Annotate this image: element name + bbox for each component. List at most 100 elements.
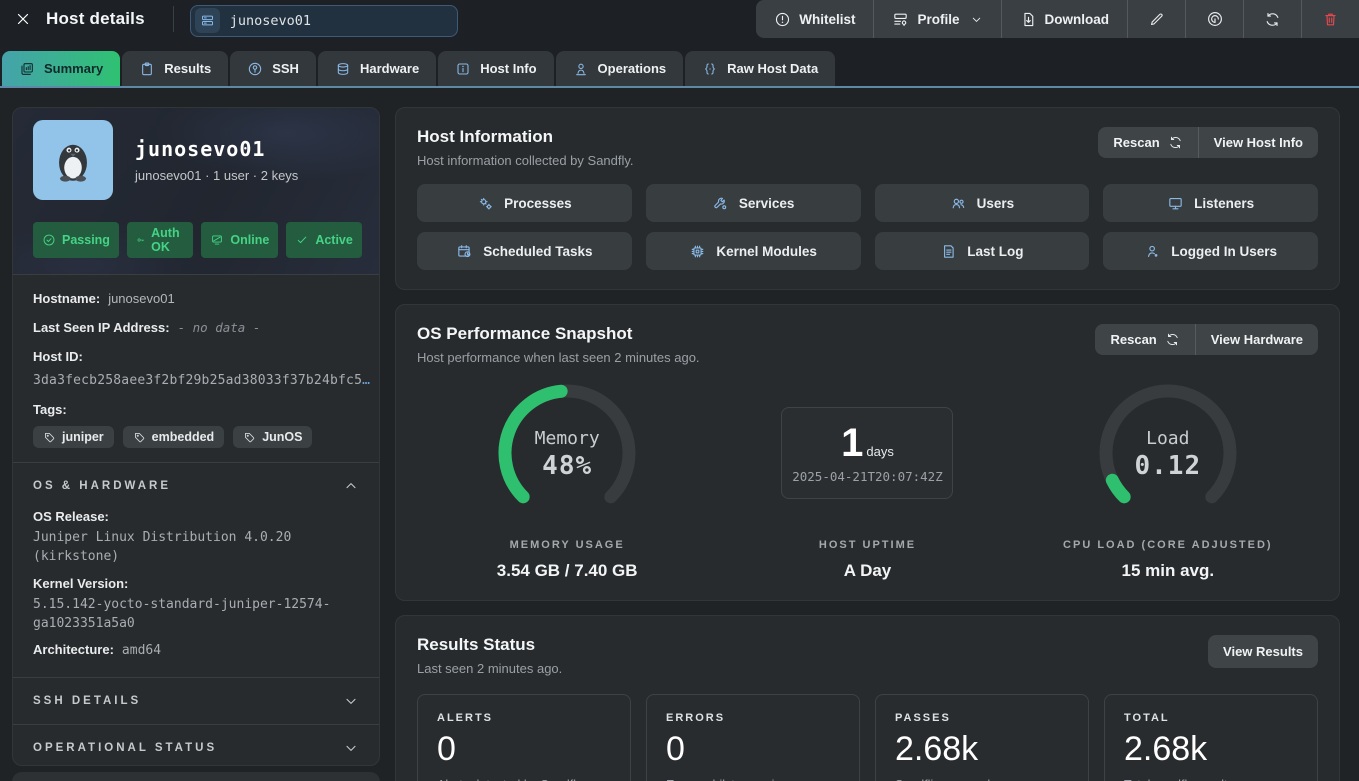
os-hardware-body: OS Release: Juniper Linux Distribution 4… [13,509,379,677]
host-card: junosevo01 junosevo01 · 1 user · 2 keys … [13,108,379,274]
memory-column: Memory 48% MEMORY USAGE 3.54 GB / 7.40 G… [417,369,717,581]
hostname-value: junosevo01 [108,291,175,306]
processes-button[interactable]: Processes [417,184,632,222]
button-label: Scheduled Tasks [483,243,593,259]
listeners-button[interactable]: Listeners [1103,184,1318,222]
section-ssh-details[interactable]: SSH DETAILS [13,678,379,724]
host-id-label: Host ID: [33,349,83,364]
stat-card-passes: PASSES 2.68k Sandflies passed. [875,694,1089,781]
tab-hardware[interactable]: Hardware [317,51,437,86]
badge-auth-ok: Auth OK [126,222,194,258]
refresh-icon [1169,136,1181,149]
os-release-label: OS Release: [33,509,109,524]
tag-label: juniper [62,430,104,444]
badge-label: Passing [62,233,110,247]
load-gauge-value: 0.12 [1134,450,1202,481]
section-os-hardware[interactable]: OS & HARDWARE [13,463,379,509]
topbar: Host details junosevo01 Whitelist Profil… [0,0,1359,38]
tab-operations[interactable]: Operations [555,51,684,86]
refresh-button[interactable] [1243,0,1301,38]
tab-results[interactable]: Results [122,51,229,86]
tag-junos[interactable]: JunOS [233,426,313,448]
edit-button[interactable] [1127,0,1185,38]
rescan-button[interactable]: Rescan [1098,127,1197,158]
screen-icon [212,235,223,245]
users-button[interactable]: Users [874,184,1090,222]
tag-embedded[interactable]: embedded [122,426,225,448]
uptime-timestamp: 2025-04-21T20:07:42Z [792,468,943,484]
raw-data-icon [702,61,718,77]
refresh-icon [1266,12,1279,26]
tag-label: JunOS [262,430,303,444]
tag-juniper[interactable]: juniper [33,426,114,448]
fingerprint-button[interactable] [1185,0,1243,38]
arch-label: Architecture: [33,642,114,658]
divider [13,274,379,275]
refresh-icon [1167,333,1178,346]
stat-card-total: TOTAL 2.68k Total sandfly results. [1104,694,1318,781]
results-status-subtitle: Last seen 2 minutes ago. [417,661,563,676]
view-hardware-button[interactable]: View Hardware [1194,324,1318,355]
section-title: OPERATIONAL STATUS [33,742,218,755]
tab-raw-host-data[interactable]: Raw Host Data [685,51,836,86]
last-log-button[interactable]: Last Log [874,232,1090,270]
divider [13,462,379,463]
button-label: Last Log [967,243,1024,259]
stat-label: TOTAL [1124,712,1170,724]
uptime-column: 1 days 2025-04-21T20:07:42Z HOST UPTIME … [717,369,1017,581]
rescan-button[interactable]: Rescan [1095,324,1194,355]
button-label: Processes [504,195,572,211]
tab-host-info[interactable]: Host Info [438,51,554,86]
tab-label: SSH [272,61,299,76]
chevron-up-icon [346,483,356,489]
services-icon [714,197,727,209]
services-button[interactable]: Services [645,184,861,222]
scheduled-tasks-button[interactable]: Scheduled Tasks [417,232,632,270]
badge-passing: Passing [33,222,119,258]
results-icon [139,61,155,77]
memory-detail: 3.54 GB / 7.40 GB [496,561,638,580]
host-information-actions: Rescan View Host Info [1098,127,1318,158]
status-badges: Passing Auth OK Online Active [33,222,362,258]
tag-label: embedded [151,430,215,444]
whitelist-button[interactable]: Whitelist [756,0,873,38]
kernel-modules-button[interactable]: Kernel Modules [645,232,861,270]
stat-desc: Total sandfly results. [1124,778,1298,781]
stat-desc: Errors whilst scanning. [666,778,840,781]
ip-value: - no data - [177,320,261,335]
delete-button[interactable] [1301,0,1359,38]
uptime-detail: A Day [843,561,892,580]
summary-icon [19,61,35,77]
tab-label: Raw Host Data [727,61,819,76]
check-icon [298,236,307,244]
host-meta: junosevo01 · 1 user · 2 keys [135,168,299,183]
view-host-info-button[interactable]: View Host Info [1197,127,1318,158]
tab-label: Results [164,61,212,76]
host-info-icon [455,61,471,77]
view-results-button[interactable]: View Results [1208,635,1318,668]
stats-grid: ALERTS 0 Alerts detected by Sandfly. ERR… [417,694,1318,781]
tabbar-underline [0,86,1359,88]
host-selector[interactable]: junosevo01 [189,4,458,37]
view-results-label: View Results [1223,644,1303,659]
profile-button[interactable]: Profile [873,0,1000,38]
kernel-modules-icon [691,245,704,257]
badge-online: Online [201,222,279,258]
tag-icon [134,432,144,442]
host-details: Hostname: junosevo01 Last Seen IP Addres… [13,275,379,462]
button-label: Listeners [1194,195,1255,211]
topbar-divider [172,6,174,32]
button-label: Users [976,195,1015,211]
stat-desc: Alerts detected by Sandfly. [437,778,611,781]
chevron-down-icon [346,746,356,752]
logged-in-users-button[interactable]: Logged In Users [1103,232,1318,270]
tab-ssh[interactable]: SSH [230,51,316,86]
host-id-value[interactable]: 3da3fecb258aee3f2bf29b25ad38033f37b24bfc… [33,373,370,388]
section-operational-status[interactable]: OPERATIONAL STATUS [13,725,379,765]
close-button[interactable] [0,0,46,38]
download-button[interactable]: Download [1000,0,1128,38]
tab-summary[interactable]: Summary [2,51,121,86]
stat-card-alerts: ALERTS 0 Alerts detected by Sandfly. [417,694,631,781]
last-log-icon [944,244,954,258]
arch-value: amd64 [121,643,162,659]
